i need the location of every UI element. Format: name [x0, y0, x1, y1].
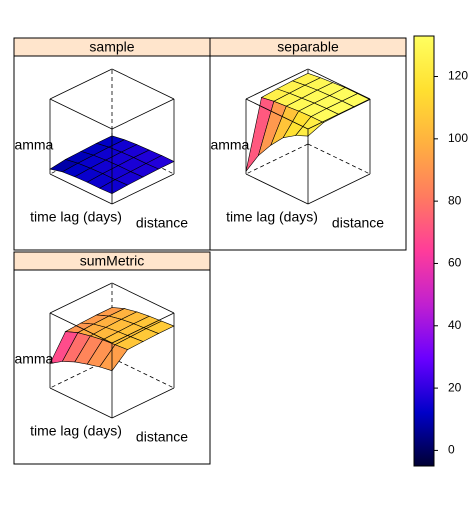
box-edge [49, 173, 113, 205]
panel-border [209, 55, 407, 251]
key-tick-label: 80 [448, 193, 462, 207]
panel: sumMetric time lag (days) distance gamma [7, 251, 211, 465]
axis-label: time lag (days) [30, 209, 122, 225]
box-edge [245, 143, 309, 175]
axis-label: gamma [203, 137, 250, 153]
box-edge [245, 173, 309, 205]
panel-plot: time lag (days) distance gamma [7, 282, 188, 445]
axis-label: distance [136, 215, 188, 231]
box-edge [49, 282, 113, 314]
box-edge [307, 68, 371, 100]
strip-label: sumMetric [80, 253, 145, 269]
box-edge [111, 98, 175, 130]
box-edge [307, 98, 371, 130]
axis-label: time lag (days) [226, 209, 318, 225]
key-tick-label: 20 [448, 380, 462, 394]
box-edge [111, 387, 175, 419]
panel: separable time lag (days) distance gamma [203, 37, 407, 251]
key-tick-label: 0 [448, 443, 455, 457]
surface-facet [99, 344, 128, 372]
box-edge [245, 98, 309, 130]
axis-label: gamma [7, 137, 54, 153]
panel-plot: time lag (days) distance gamma [203, 68, 384, 231]
box-edge [49, 357, 113, 389]
box-edge [49, 312, 113, 344]
box-edge [307, 173, 371, 205]
axis-label: distance [136, 429, 188, 445]
box-edge [307, 143, 371, 175]
box-edge [49, 68, 113, 100]
key-tick-label: 120 [448, 69, 468, 83]
key-tick-label: 60 [448, 256, 462, 270]
panel-plot: time lag (days) distance gamma [7, 68, 188, 231]
surface-facet [98, 179, 129, 195]
surface-facet [294, 116, 325, 137]
box-edge [111, 173, 175, 205]
panel-border [13, 269, 211, 465]
strip-label: sample [89, 39, 134, 55]
box-edge [111, 68, 175, 100]
key-tick-label: 40 [448, 318, 462, 332]
box-edge [111, 143, 175, 175]
box-edge [111, 282, 175, 314]
axis-label: gamma [7, 351, 54, 367]
box-edge [111, 312, 175, 344]
strip-label: separable [277, 39, 339, 55]
box-edge [111, 357, 175, 389]
box-edge [49, 98, 113, 130]
color-key [413, 35, 435, 467]
box-edge [49, 387, 113, 419]
axis-label: time lag (days) [30, 423, 122, 439]
key-tick-label: 100 [448, 131, 468, 145]
axis-label: distance [332, 215, 384, 231]
box-edge [245, 68, 309, 100]
